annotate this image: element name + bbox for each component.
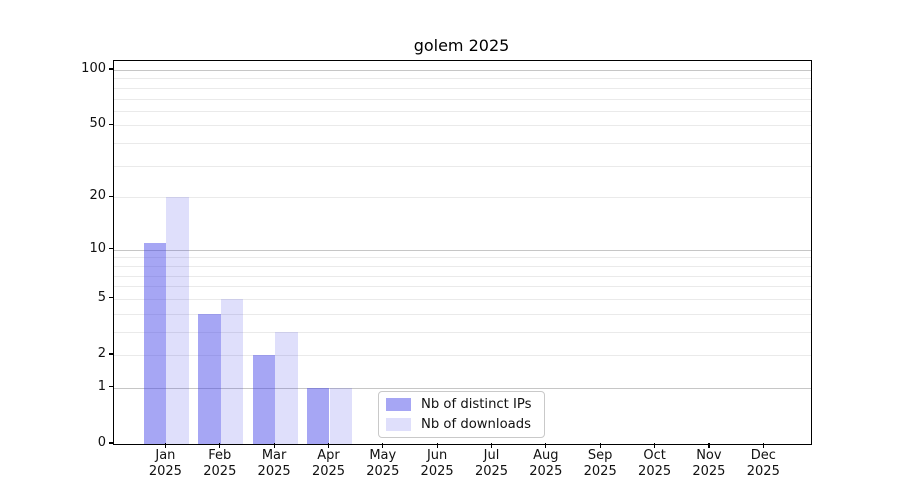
y-tick-mark (109, 123, 113, 125)
minor-gridline (114, 78, 811, 80)
y-tick-label: 100 (81, 61, 106, 76)
x-tick-label: Apr 2025 (311, 448, 346, 479)
y-tick-label: 2 (97, 346, 106, 361)
x-tick-label: Jul 2025 (474, 448, 509, 479)
y-tick-mark (109, 297, 113, 299)
x-tick-mark (273, 443, 275, 448)
legend-item-downloads: Nb of downloads (386, 418, 544, 431)
minor-gridline (114, 125, 811, 127)
x-tick-label: May 2025 (366, 448, 400, 479)
bar-distinct-ips (198, 313, 221, 444)
minor-gridline (114, 275, 811, 277)
x-tick-mark (327, 443, 330, 448)
legend-label-downloads: Nb of downloads (421, 417, 531, 432)
minor-gridline (114, 257, 811, 259)
y-tick-mark (109, 195, 113, 197)
bar-downloads (166, 197, 189, 444)
x-tick-label: Feb 2025 (203, 448, 237, 479)
bar-downloads (329, 387, 353, 444)
y-tick-mark (109, 353, 113, 355)
x-tick-label: Nov 2025 (692, 448, 726, 479)
x-tick-label: Oct 2025 (638, 448, 672, 479)
minor-gridline (114, 197, 811, 199)
y-tick-label: 5 (97, 289, 106, 305)
bar-distinct-ips (306, 387, 330, 444)
minor-gridline (114, 298, 811, 300)
plot-area (113, 60, 812, 445)
x-tick-mark (382, 443, 384, 448)
chart-title: golem 2025 (413, 36, 510, 55)
y-tick-label: 1 (97, 378, 106, 394)
major-gridline (114, 249, 811, 251)
x-tick-mark (436, 443, 438, 448)
x-tick-mark (164, 443, 167, 448)
major-gridline (114, 387, 811, 389)
legend: Nb of distinct IPs Nb of downloads (378, 391, 545, 438)
x-tick-mark (708, 443, 710, 448)
x-tick-label: Mar 2025 (257, 448, 291, 479)
minor-gridline (114, 355, 811, 356)
minor-gridline (114, 313, 811, 315)
x-tick-mark (219, 443, 221, 448)
y-tick-mark (109, 442, 113, 444)
x-tick-mark (490, 443, 493, 448)
x-tick-mark (762, 443, 764, 448)
minor-gridline (114, 165, 811, 167)
x-tick-label: Jan 2025 (148, 448, 182, 479)
legend-swatch-downloads-icon (386, 418, 411, 431)
legend-item-distinct-ips: Nb of distinct IPs (386, 398, 544, 411)
x-tick-label: Aug 2025 (529, 448, 563, 479)
minor-gridline (114, 143, 811, 145)
y-tick-label: 20 (89, 188, 106, 204)
y-tick-mark (109, 248, 113, 250)
major-gridline (114, 70, 811, 71)
y-tick-mark (109, 386, 113, 388)
minor-gridline (114, 87, 811, 89)
bar-downloads (275, 331, 298, 444)
minor-gridline (114, 110, 811, 112)
legend-swatch-distinct-ips-icon (386, 398, 411, 411)
x-tick-mark (653, 443, 656, 448)
y-tick-label: 50 (89, 116, 106, 132)
bar-distinct-ips (252, 355, 276, 444)
y-tick-mark (109, 68, 113, 70)
y-tick-label: 10 (89, 240, 106, 256)
minor-gridline (114, 98, 811, 100)
x-tick-mark (545, 443, 547, 448)
minor-gridline (114, 331, 811, 333)
x-tick-label: Dec 2025 (746, 448, 780, 479)
minor-gridline (114, 286, 811, 288)
x-tick-mark (599, 443, 601, 448)
y-tick-label: 0 (97, 435, 106, 450)
x-tick-label: Jun 2025 (420, 448, 454, 479)
minor-gridline (114, 265, 811, 267)
x-tick-label: Sep 2025 (583, 448, 617, 479)
legend-label-distinct-ips: Nb of distinct IPs (421, 397, 532, 412)
bar-distinct-ips (143, 242, 167, 444)
bar-downloads (220, 298, 244, 444)
